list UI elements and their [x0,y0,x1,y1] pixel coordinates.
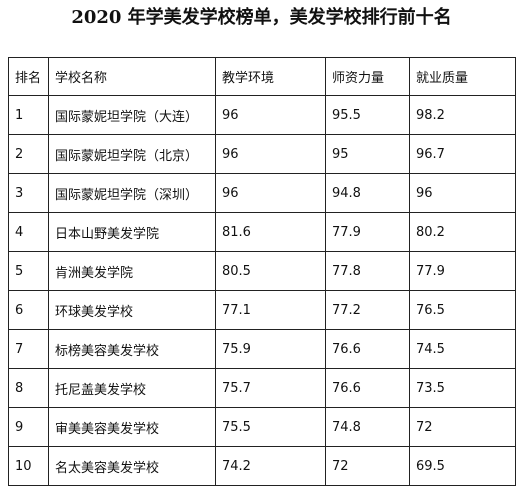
cell-rank: 1 [8,95,49,135]
cell-employment-quality: 96 [409,173,516,213]
cell-faculty-strength: 77.2 [325,290,410,330]
table-row: 3 国际蒙妮坦学院（深圳） 96 94.8 96 [8,173,516,213]
cell-school-name: 国际蒙妮坦学院（大连） [48,95,216,135]
table-row: 9 审美美容美发学校 75.5 74.8 72 [8,407,516,447]
cell-school-name: 日本山野美发学院 [48,212,216,252]
cell-rank: 3 [8,173,49,213]
cell-school-name: 托尼盖美发学校 [48,368,216,408]
cell-faculty-strength: 77.8 [325,251,410,291]
cell-faculty-strength: 77.9 [325,212,410,252]
table-row: 10 名太美容美发学校 74.2 72 69.5 [8,446,516,486]
cell-teaching-environment: 77.1 [215,290,326,330]
cell-employment-quality: 77.9 [409,251,516,291]
cell-rank: 7 [8,329,49,369]
cell-rank: 6 [8,290,49,330]
cell-employment-quality: 69.5 [409,446,516,486]
header-teaching-environment: 教学环境 [215,57,326,96]
cell-school-name: 审美美容美发学校 [48,407,216,447]
cell-school-name: 国际蒙妮坦学院（深圳） [48,173,216,213]
cell-rank: 9 [8,407,49,447]
table-row: 6 环球美发学校 77.1 77.2 76.5 [8,290,516,330]
cell-teaching-environment: 75.7 [215,368,326,408]
cell-school-name: 环球美发学校 [48,290,216,330]
table-header-row: 排名 学校名称 教学环境 师资力量 就业质量 [8,57,516,96]
cell-teaching-environment: 75.9 [215,329,326,369]
cell-faculty-strength: 76.6 [325,368,410,408]
cell-teaching-environment: 80.5 [215,251,326,291]
cell-teaching-environment: 81.6 [215,212,326,252]
ranking-table: 排名 学校名称 教学环境 师资力量 就业质量 1 国际蒙妮坦学院（大连） 96 … [8,57,516,486]
cell-rank: 10 [8,446,49,486]
cell-teaching-environment: 75.5 [215,407,326,447]
header-employment-quality: 就业质量 [409,57,516,96]
cell-rank: 5 [8,251,49,291]
table-row: 7 标榜美容美发学校 75.9 76.6 74.5 [8,329,516,369]
cell-faculty-strength: 72 [325,446,410,486]
cell-rank: 4 [8,212,49,252]
cell-employment-quality: 80.2 [409,212,516,252]
table-row: 8 托尼盖美发学校 75.7 76.6 73.5 [8,368,516,408]
cell-school-name: 名太美容美发学校 [48,446,216,486]
cell-faculty-strength: 94.8 [325,173,410,213]
page-title: 2020 年学美发学校榜单，美发学校排行前十名 [71,7,452,28]
cell-faculty-strength: 74.8 [325,407,410,447]
table-row: 2 国际蒙妮坦学院（北京） 96 95 96.7 [8,134,516,174]
table-row: 1 国际蒙妮坦学院（大连） 96 95.5 98.2 [8,95,516,135]
table-row: 4 日本山野美发学院 81.6 77.9 80.2 [8,212,516,252]
cell-faculty-strength: 76.6 [325,329,410,369]
cell-employment-quality: 98.2 [409,95,516,135]
cell-faculty-strength: 95.5 [325,95,410,135]
cell-school-name: 国际蒙妮坦学院（北京） [48,134,216,174]
header-school-name: 学校名称 [48,57,216,96]
cell-teaching-environment: 96 [215,95,326,135]
cell-faculty-strength: 95 [325,134,410,174]
cell-employment-quality: 72 [409,407,516,447]
cell-teaching-environment: 96 [215,173,326,213]
header-faculty-strength: 师资力量 [325,57,410,96]
cell-rank: 8 [8,368,49,408]
cell-employment-quality: 73.5 [409,368,516,408]
cell-employment-quality: 76.5 [409,290,516,330]
cell-teaching-environment: 96 [215,134,326,174]
cell-school-name: 肯洲美发学院 [48,251,216,291]
cell-teaching-environment: 74.2 [215,446,326,486]
table-row: 5 肯洲美发学院 80.5 77.8 77.9 [8,251,516,291]
cell-rank: 2 [8,134,49,174]
cell-employment-quality: 74.5 [409,329,516,369]
cell-school-name: 标榜美容美发学校 [48,329,216,369]
cell-employment-quality: 96.7 [409,134,516,174]
header-rank: 排名 [8,57,49,96]
